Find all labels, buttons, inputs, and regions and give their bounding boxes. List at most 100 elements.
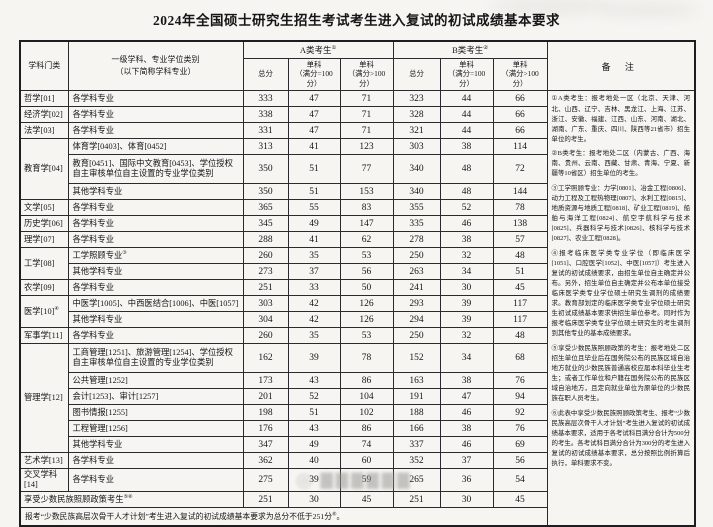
group-a-label: A类考生	[299, 44, 332, 55]
score-cell: 45	[492, 279, 548, 297]
score-cell: 33	[287, 279, 341, 297]
score-cell: 152	[392, 343, 441, 374]
score-cell: 303	[242, 295, 289, 313]
score-cell: 34	[439, 343, 494, 374]
score-cell: 273	[242, 263, 289, 281]
note-paragraph: ①A类考生：报考地处一区（北京、天津、河北、山西、辽宁、吉林、黑龙江、上海、江苏…	[551, 95, 691, 143]
subject-cell: 工商管理[1251]、旅游管理[1254]、学位授权自主审核单位自主设置的专业学…	[67, 343, 244, 374]
score-cell: 44	[439, 90, 494, 108]
score-cell: 49	[287, 436, 341, 454]
score-cell: 323	[392, 90, 441, 108]
subject-cell: 各学科专业	[67, 231, 244, 249]
score-cell: 288	[242, 231, 289, 249]
table-row: 其他学科专业 304 42 126 294 39 117	[20, 311, 695, 329]
category-cell: 文学[05]	[19, 199, 69, 217]
score-cell: 39	[287, 343, 341, 374]
score-cell: 126	[339, 311, 394, 329]
score-cell: 83	[339, 199, 394, 217]
score-cell: 293	[392, 295, 441, 313]
subject-cell: 体育学[0403]、体育[0452]	[67, 138, 244, 156]
subject-cell: 公共管理[1252]	[67, 372, 244, 390]
category-cell: 历史学[06]	[19, 215, 69, 233]
score-cell: 60	[339, 452, 394, 470]
score-cell: 49	[287, 215, 341, 233]
score-cell: 48	[492, 247, 548, 265]
score-cell: 48	[492, 327, 548, 345]
score-cell: 304	[242, 311, 289, 329]
score-cell: 42	[287, 311, 341, 329]
header-group-a: A类考生①	[242, 40, 394, 59]
header-b-single-100: 单科 （满分=100分）	[439, 57, 494, 92]
subject-cell: 各学科专业	[67, 199, 244, 217]
score-cell: 265	[392, 468, 441, 493]
score-cell: 347	[242, 436, 289, 454]
score-cell: 340	[392, 154, 441, 185]
score-cell: 47	[287, 122, 341, 140]
subject-cell: 各学科专业	[67, 90, 244, 108]
score-cell: 92	[492, 404, 548, 422]
subject-cell: 工学照顾专业③	[67, 247, 244, 265]
note-paragraph: ②B类考生：报考地处二区（内蒙古、广西、海南、贵州、云南、西藏、甘肃、青海、宁夏…	[551, 150, 691, 178]
score-cell: 352	[392, 452, 441, 470]
score-cell: 43	[287, 420, 341, 438]
note-paragraph: ⑥此表中享受少数民族照顾政策考生、报考“少数民族高层次骨干人才计划”考生进入复试…	[551, 409, 691, 468]
score-cell: 201	[242, 388, 289, 406]
score-cell: 57	[492, 231, 548, 249]
score-cell: 51	[287, 404, 341, 422]
score-cell: 41	[287, 138, 341, 156]
score-cell: 337	[392, 436, 441, 454]
scan-smudge	[600, 5, 700, 15]
score-cell: 66	[492, 122, 548, 140]
category-cell: 教育学[04]	[19, 138, 69, 201]
header-a-total: 总分	[242, 57, 289, 92]
table-row: 会计[1253]、审计[1257] 201 52 104 191 47 94	[20, 388, 695, 406]
note-paragraph: ⑤享受少数民族照顾政策的考生：报考地处二区招生单位且毕业后在国务院公布的民族区域…	[551, 344, 691, 403]
scan-smudge	[488, 1, 618, 12]
score-cell: 55	[287, 199, 341, 217]
page-title: 2024年全国硕士研究生招生考试考生进入复试的初试成绩基本要求	[153, 13, 560, 28]
subject-cell: 中医学[1005]、中西医结合[1006]、中医[1057]	[67, 295, 244, 313]
category-cell: 哲学[01]	[19, 90, 69, 108]
table-row: 交叉学科[14] 各学科专业 275 39 59 265 36 54	[19, 468, 695, 493]
score-cell: 41	[287, 231, 341, 249]
score-cell: 260	[242, 327, 289, 345]
table-row: 工学[08] 工学照顾专业③ 260 35 53 250 32 48	[19, 247, 695, 281]
table-row: 军事学[11] 各学科专业 260 35 53 250 32 48	[19, 327, 695, 345]
subject-cell: 各学科专业	[67, 215, 244, 233]
header-group-b: B类考生②	[392, 40, 548, 59]
table-row: 教育学[04] 体育学[0403]、体育[0452] 313 41 123 303 38 11…	[19, 138, 695, 201]
score-cell: 345	[242, 215, 289, 233]
score-cell: 53	[339, 327, 394, 345]
score-cell: 35	[287, 247, 341, 265]
score-cell: 40	[287, 452, 341, 470]
score-cell: 32	[439, 247, 494, 265]
group-a-sup: ①	[331, 44, 337, 51]
table-row: 法学[03] 各学科专业 331 47 71 321 44 66	[19, 122, 695, 140]
header-subject: 一级学科、专业学位类别 （以下简称学科专业）	[67, 40, 244, 92]
subject-cell: 各学科专业	[67, 122, 244, 140]
score-cell: 86	[339, 420, 394, 438]
group-b-sup: ②	[483, 44, 488, 51]
score-cell: 47	[287, 90, 341, 108]
score-cell: 94	[492, 388, 548, 406]
score-cell: 166	[392, 420, 441, 438]
score-cell: 48	[439, 183, 494, 201]
score-cell: 71	[339, 106, 394, 124]
score-cell: 71	[339, 90, 394, 108]
score-cell: 51	[287, 154, 341, 185]
score-cell: 76	[492, 372, 548, 390]
table-row: 其他学科专业 273 37 56 263 34 51	[20, 263, 695, 281]
score-cell: 250	[392, 247, 441, 265]
score-cell: 39	[439, 311, 494, 329]
header-row-groups: 学科门类 一级学科、专业学位类别 （以下简称学科专业） A类考生① B类考生② …	[19, 40, 696, 92]
footer-note: 报考“少数民族高层次骨干人才计划”考生进入复试的初试成绩基本要求为总分不低于25…	[19, 507, 548, 527]
score-cell: 59	[339, 468, 394, 493]
score-cell: 198	[242, 404, 289, 422]
score-cell: 338	[242, 106, 289, 124]
table-row: 管理学[12] 工商管理[1251]、旅游管理[1254]、学位授权自主审核单位自…	[19, 343, 695, 454]
score-cell: 117	[492, 295, 548, 313]
subject-cell: 其他学科专业	[67, 311, 244, 329]
table-row: 图书情报[1255] 198 51 102 188 46 92	[20, 404, 695, 422]
score-cell: 275	[242, 468, 289, 493]
score-cell: 188	[392, 404, 441, 422]
